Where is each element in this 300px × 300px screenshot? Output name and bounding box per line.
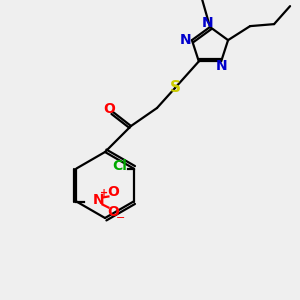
- Text: N: N: [180, 33, 192, 47]
- Text: N: N: [93, 193, 104, 206]
- Text: Cl: Cl: [112, 160, 127, 173]
- Text: −: −: [116, 212, 125, 223]
- Text: S: S: [169, 80, 181, 95]
- Text: O: O: [107, 205, 119, 218]
- Text: O: O: [107, 185, 119, 200]
- Text: N: N: [215, 59, 227, 74]
- Text: O: O: [103, 102, 115, 116]
- Text: N: N: [202, 16, 214, 30]
- Text: +: +: [100, 188, 109, 199]
